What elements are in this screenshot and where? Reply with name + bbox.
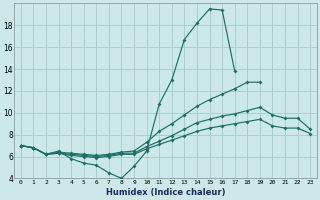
X-axis label: Humidex (Indice chaleur): Humidex (Indice chaleur) (106, 188, 225, 197)
